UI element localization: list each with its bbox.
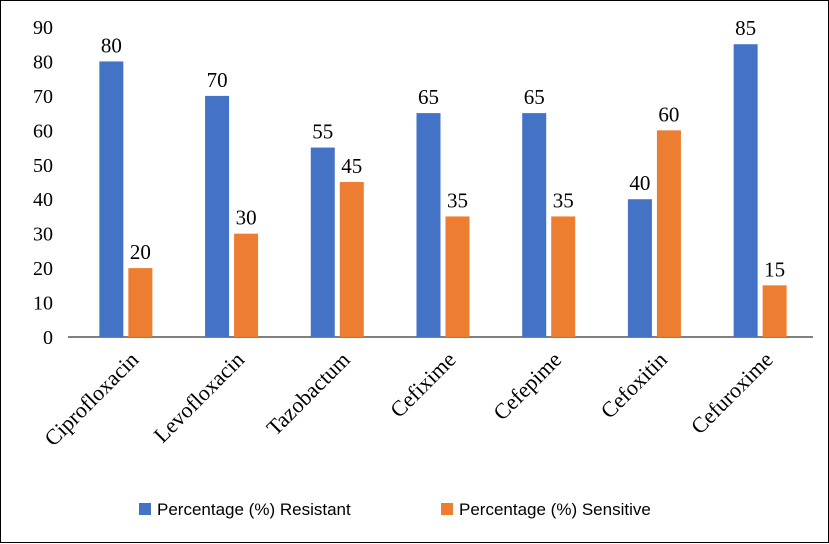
bar-sensitive xyxy=(551,216,576,337)
bars xyxy=(99,44,787,337)
data-label: 45 xyxy=(341,154,362,178)
bar-resistant xyxy=(733,44,758,337)
data-label: 15 xyxy=(764,257,785,281)
data-label: 30 xyxy=(236,206,257,230)
category-label: Levofloxacin xyxy=(148,347,249,448)
bar-sensitive xyxy=(445,216,470,337)
y-tick-label: 70 xyxy=(33,86,53,108)
data-label: 55 xyxy=(312,120,333,144)
y-tick-label: 30 xyxy=(33,224,53,246)
legend-swatch xyxy=(441,503,453,515)
data-label: 65 xyxy=(418,85,439,109)
category-label: Cefepime xyxy=(488,347,566,425)
bar-sensitive xyxy=(762,285,787,337)
bar-resistant xyxy=(627,199,652,337)
legend-label: Percentage (%) Resistant xyxy=(157,500,351,519)
y-tick-label: 40 xyxy=(33,189,53,211)
bar-sensitive xyxy=(656,130,681,337)
category-label: Cefoxitin xyxy=(596,347,672,423)
bar-resistant xyxy=(416,113,441,337)
data-label: 35 xyxy=(447,188,468,212)
bar-resistant xyxy=(99,61,124,337)
legend-label: Percentage (%) Sensitive xyxy=(459,500,651,519)
category-label: Cefixime xyxy=(385,347,461,423)
y-tick-label: 20 xyxy=(33,258,53,280)
bar-sensitive xyxy=(234,233,259,337)
y-tick-label: 90 xyxy=(33,17,53,39)
bar-sensitive xyxy=(339,182,364,337)
y-axis-tick-labels: 0 10 20 30 40 50 60 70 80 90 xyxy=(33,17,53,349)
y-tick-label: 80 xyxy=(33,51,53,73)
data-label: 60 xyxy=(658,102,679,126)
data-label: 70 xyxy=(207,68,228,92)
category-label: Ciprofloxacin xyxy=(39,347,143,451)
data-label: 65 xyxy=(524,85,545,109)
y-tick-label: 50 xyxy=(33,155,53,177)
legend-swatch xyxy=(139,503,151,515)
data-label: 40 xyxy=(629,171,650,195)
data-labels: 80 20 70 30 55 45 65 35 65 35 40 60 85 15 xyxy=(101,16,785,281)
y-tick-label: 60 xyxy=(33,120,53,142)
data-label: 35 xyxy=(553,188,574,212)
category-label: Tazobactum xyxy=(261,347,354,440)
bar-resistant xyxy=(522,113,547,337)
category-labels: Ciprofloxacin Levofloxacin Tazobactum Cefix… xyxy=(39,347,777,451)
category-label: Cefuroxime xyxy=(686,347,778,439)
data-label: 80 xyxy=(101,33,122,57)
y-tick-label: 0 xyxy=(43,327,53,349)
legend: Percentage (%) Resistant Percentage (%) S… xyxy=(139,500,651,519)
y-tick-label: 10 xyxy=(33,293,53,315)
data-label: 85 xyxy=(735,16,756,40)
bar-resistant xyxy=(205,95,230,337)
bar-resistant xyxy=(310,147,335,337)
bar-sensitive xyxy=(128,268,153,337)
data-label: 20 xyxy=(130,240,151,264)
